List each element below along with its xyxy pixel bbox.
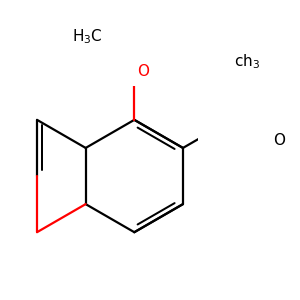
Text: ch$_3$: ch$_3$ — [234, 52, 260, 71]
Text: O: O — [137, 64, 149, 79]
Text: O: O — [273, 133, 285, 148]
Text: H$_3$C: H$_3$C — [72, 28, 102, 46]
